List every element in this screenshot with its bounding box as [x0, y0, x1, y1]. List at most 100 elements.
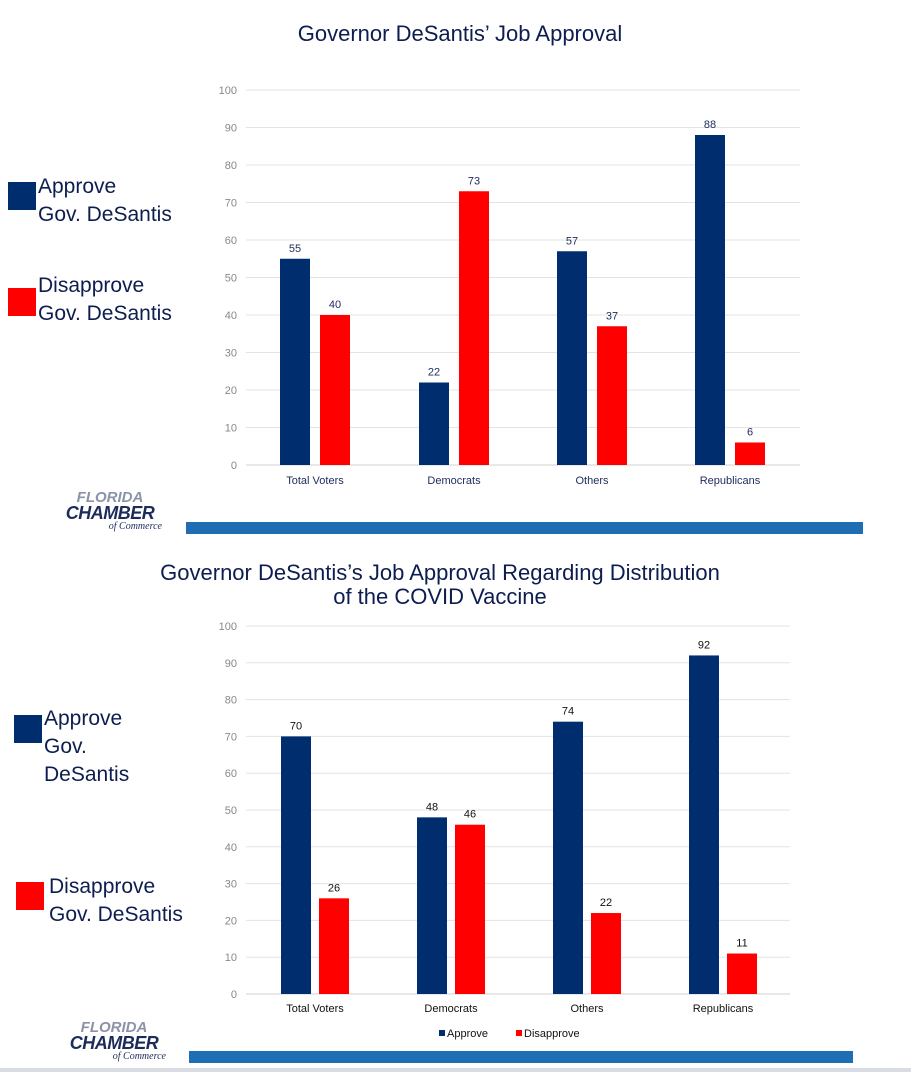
chart1-legend-disapprove: Disapprove Gov. DeSantis [8, 272, 172, 328]
chart1-category-label: Others [575, 475, 609, 487]
chart2-data-label: 48 [426, 801, 438, 813]
chart2-bar-approve [417, 817, 447, 994]
chart2-bar-approve [281, 736, 311, 994]
chart1-bar-disapprove [320, 315, 350, 465]
chart1-title: Governor DeSantis’ Job Approval [297, 21, 623, 46]
chart1-category-label: Democrats [427, 475, 481, 487]
chart2-data-label: 74 [562, 706, 574, 718]
logo2-line2: CHAMBER [69, 1033, 159, 1053]
chart1-bar-disapprove [735, 442, 765, 465]
chart2-bottom-legend-label-disapprove: Disapprove [524, 1028, 580, 1040]
chart2-bar-disapprove [591, 913, 621, 994]
chart1-bar-approve [557, 251, 587, 465]
logo2-line1: FLORIDA [80, 1019, 148, 1036]
chart2-bar-disapprove [455, 824, 485, 994]
chart1-bar-disapprove [459, 191, 489, 465]
chart2-data-label: 70 [290, 720, 302, 732]
chart2-ytick-label: 80 [225, 695, 237, 707]
footer-bar-2 [189, 1051, 853, 1063]
chart1-legend-disapprove-label: Disapprove Gov. DeSantis [38, 272, 172, 328]
chart2-legend-approve-swatch [14, 715, 42, 743]
chart2-ytick-label: 60 [225, 768, 237, 780]
chart1-legend-approve-line2: Gov. DeSantis [38, 203, 172, 226]
chart2-bar-approve [689, 655, 719, 994]
chart1-data-label: 37 [606, 310, 618, 322]
chart2-category-label: Democrats [424, 1003, 478, 1015]
chart2-ytick-label: 30 [225, 879, 237, 891]
logo-line2: CHAMBER [65, 503, 155, 523]
chart2-bottom-legend-swatch-disapprove [516, 1030, 522, 1036]
chart2-legend-disapprove-swatch [16, 882, 44, 910]
chart2-title-line1: Governor DeSantis’s Job Approval Regardi… [160, 560, 720, 585]
chart1-legend-disapprove-line2: Gov. DeSantis [38, 302, 172, 325]
chart2-category-label: Others [570, 1003, 604, 1015]
chart2-legend-approve-line2: Gov. [44, 735, 87, 758]
chart2-legend-approve-line1: Approve [44, 707, 123, 730]
chart1-ytick-label: 80 [225, 160, 237, 172]
bottom-border [0, 1068, 911, 1072]
chart1-ytick-label: 40 [225, 310, 237, 322]
chart2-data-label: 46 [464, 809, 476, 821]
chart1-data-label: 22 [428, 367, 440, 379]
chart2-data-label: 26 [328, 882, 340, 894]
chart1-data-label: 88 [704, 119, 716, 131]
logo-line3: of Commerce [108, 521, 162, 532]
chart2-legend-disapprove-line1: Disapprove [49, 875, 156, 898]
chart1-ytick-label: 100 [219, 85, 237, 97]
chart1-bar-disapprove [597, 326, 627, 465]
chart1-bar-approve [695, 135, 725, 465]
chart2-data-label: 22 [600, 897, 612, 909]
chart1-ytick-label: 30 [225, 348, 237, 360]
chart2-ytick-label: 90 [225, 658, 237, 670]
chart1-data-label: 55 [289, 243, 301, 255]
chart2-bottom-legend-swatch-approve [439, 1030, 445, 1036]
florida-chamber-logo-2: FLORIDA CHAMBER of Commerce [62, 1019, 166, 1062]
chart2-legend-approve-line3: DeSantis [44, 763, 130, 786]
chart2-ytick-label: 0 [231, 989, 237, 1001]
chart1-bar-approve [280, 258, 310, 465]
chart1-data-label: 6 [747, 427, 753, 439]
chart1-category-label: Total Voters [286, 475, 344, 487]
chart2-data-label: 92 [698, 639, 710, 651]
chart1-legend-approve-label: Approve Gov. DeSantis [38, 173, 172, 229]
chart2-ytick-label: 70 [225, 731, 237, 743]
chart2-bar-approve [553, 721, 583, 994]
chart1-data-label: 57 [566, 235, 578, 247]
chart1-bar-approve [419, 382, 449, 465]
chart2-title-line2: of the COVID Vaccine [333, 584, 547, 609]
chart2-data-label: 11 [736, 938, 747, 950]
chart2-legend-disapprove: Disapprove Gov. DeSantis [16, 873, 183, 929]
chart1-legend-approve-line1: Approve [38, 175, 117, 198]
chart1-legend-disapprove-swatch [8, 288, 36, 316]
chart2-ytick-label: 40 [225, 842, 237, 854]
chart1-ytick-label: 20 [225, 385, 237, 397]
chart1-legend-approve-swatch [8, 182, 36, 210]
chart2-legend-disapprove-line2: Gov. DeSantis [49, 903, 183, 926]
chart2-category-label: Total Voters [286, 1003, 344, 1015]
chart2-ytick-label: 50 [225, 805, 237, 817]
logo2-line3: of Commerce [112, 1051, 166, 1062]
chart2-legend-disapprove-label: Disapprove Gov. DeSantis [49, 873, 183, 929]
chart2-legend-approve-label: Approve Gov. DeSantis [44, 705, 129, 789]
chart2-ytick-label: 100 [219, 621, 237, 633]
footer-bar-1 [186, 522, 863, 534]
chart1-category-label: Republicans [700, 475, 761, 487]
chart2-category-label: Republicans [693, 1003, 754, 1015]
chart1-data-label: 40 [329, 299, 341, 311]
chart2-ytick-label: 20 [225, 915, 237, 927]
logo-line1: FLORIDA [76, 489, 144, 506]
chart2-title: Governor DeSantis’s Job Approval Regardi… [130, 561, 750, 609]
chart2-legend-approve: Approve Gov. DeSantis [14, 705, 129, 789]
chart2-ytick-label: 10 [225, 952, 237, 964]
chart1-ytick-label: 0 [231, 460, 237, 472]
chart2-bar-disapprove [319, 898, 349, 994]
florida-chamber-logo: FLORIDA CHAMBER of Commerce [58, 489, 162, 532]
chart1-ytick-label: 70 [225, 198, 237, 210]
chart2-bottom-legend-label-approve: Approve [447, 1028, 488, 1040]
chart1-legend-approve: Approve Gov. DeSantis [8, 173, 172, 229]
chart1-ytick-label: 60 [225, 235, 237, 247]
chart1-ytick-label: 50 [225, 273, 237, 285]
chart1-ytick-label: 90 [225, 123, 237, 135]
chart1-legend-disapprove-line1: Disapprove [38, 274, 145, 297]
